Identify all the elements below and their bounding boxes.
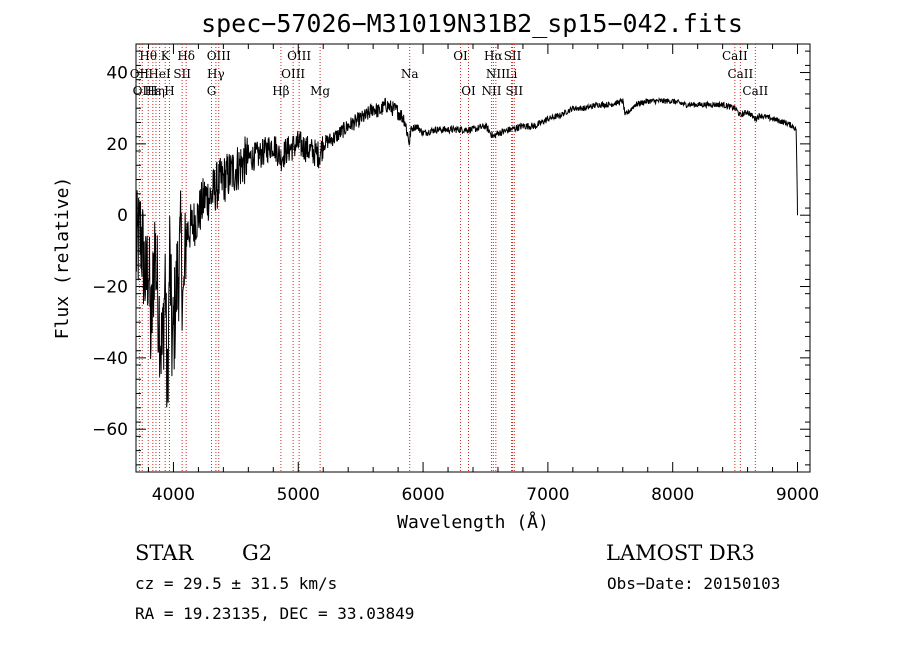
emission-line-label: OII	[133, 84, 153, 98]
plot-frame	[135, 43, 811, 473]
emission-line-label: SII	[505, 84, 523, 98]
emission-line-label: G	[207, 84, 217, 98]
y-tick-label: 20	[106, 135, 128, 155]
emission-line-label: Hε	[145, 84, 162, 98]
emission-line-label: HeI	[148, 67, 171, 81]
emission-line-label: OII	[130, 67, 150, 81]
emission-line-markers	[138, 44, 756, 472]
survey-name: LAMOST DR3	[606, 541, 755, 565]
emission-line-label: Hα	[484, 49, 503, 63]
emission-line-label: K	[161, 49, 171, 63]
x-tick-label: 5000	[277, 485, 320, 505]
ra-dec: RA = 19.23135, DEC = 33.03849	[135, 604, 414, 623]
emission-line-label: Mg	[310, 84, 330, 98]
emission-line-label: CaII	[722, 49, 748, 63]
emission-line-label: OIII	[287, 49, 311, 63]
y-tick-label: −60	[92, 420, 128, 440]
emission-line-label: Hδ	[177, 49, 195, 63]
emission-line-label: OI	[461, 84, 476, 98]
emission-line-label: Hη	[147, 84, 165, 98]
cz-value: cz = 29.5 ± 31.5 km/s	[135, 574, 337, 593]
emission-line-label: CaII	[727, 67, 753, 81]
y-axis-label: Flux (relative)	[52, 177, 73, 340]
x-tick-label: 8000	[651, 485, 694, 505]
x-axis-ticks: 4000 5000 6000 7000 8000 9000	[147, 44, 819, 505]
obs-date: Obs−Date: 20150103	[607, 574, 780, 593]
emission-line-label: SII	[173, 67, 191, 81]
star-class: STAR	[135, 541, 194, 565]
y-tick-label: −40	[92, 349, 128, 369]
x-axis-label: Wavelength (Å)	[397, 511, 549, 533]
emission-line-label: Hθ	[139, 49, 157, 63]
y-tick-label: 0	[117, 206, 128, 226]
y-tick-label: −20	[92, 278, 128, 298]
x-tick-label: 6000	[401, 485, 444, 505]
chart-title: spec−57026−M31019N31B2_sp15−042.fits	[201, 9, 743, 38]
emission-line-label: NII	[486, 67, 506, 81]
spectrum-line	[135, 96, 798, 408]
star-subclass: G2	[242, 541, 272, 565]
x-tick-label: 4000	[152, 485, 195, 505]
emission-line-label: Li	[506, 67, 518, 81]
x-tick-label: 9000	[776, 485, 819, 505]
y-tick-label: 40	[106, 64, 128, 84]
y-axis-ticks: −60 −40 −20 0 20 40	[92, 50, 810, 466]
emission-line-label: Na	[401, 67, 419, 81]
emission-line-label: Hγ	[207, 67, 225, 81]
emission-line-label: NII	[481, 84, 501, 98]
emission-line-label: OIII	[207, 49, 231, 63]
emission-line-label: Hβ	[272, 84, 289, 98]
emission-line-label: OIII	[281, 67, 305, 81]
emission-line-label: H	[164, 84, 174, 98]
emission-line-label: SII	[504, 49, 522, 63]
emission-line-label: CaII	[742, 84, 768, 98]
x-tick-label: 7000	[526, 485, 569, 505]
emission-line-label: OI	[453, 49, 468, 63]
